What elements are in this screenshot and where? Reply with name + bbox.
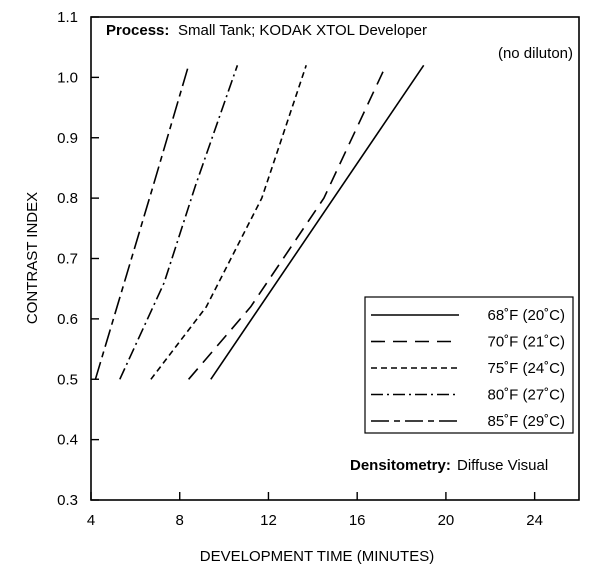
- series-line-2: [150, 65, 307, 380]
- densitometry-value: Diffuse Visual: [457, 457, 548, 474]
- y-tick-label-1: 0.4: [57, 432, 78, 449]
- series-lines: [94, 64, 425, 380]
- legend-label-4: 85˚F (29˚C): [487, 413, 565, 430]
- process-label: Process:: [106, 22, 169, 39]
- process-note: (no diluton): [498, 45, 573, 62]
- legend: 68˚F (20˚C) 70˚F (21˚C) 75˚F (24˚C) 80˚F (2…: [371, 307, 565, 430]
- y-tick-label-5: 0.8: [57, 190, 78, 207]
- y-tick-label-8: 1.1: [57, 9, 78, 26]
- legend-box: [364, 296, 574, 434]
- x-tick-label-4: 20: [438, 512, 455, 529]
- x-tick-label-2: 12: [260, 512, 277, 529]
- legend-label-1: 70˚F (21˚C): [487, 334, 565, 351]
- y-axis-title: CONTRAST INDEX: [24, 192, 41, 324]
- series-line-0: [210, 64, 425, 380]
- legend-label-0: 68˚F (20˚C): [487, 307, 565, 324]
- y-tick-label-2: 0.5: [57, 371, 78, 388]
- y-tick-label-0: 0.3: [57, 492, 78, 509]
- series-line-3: [119, 65, 239, 380]
- x-tick-label-1: 8: [176, 512, 184, 529]
- legend-label-3: 80˚F (27˚C): [487, 387, 565, 404]
- legend-label-2: 75˚F (24˚C): [487, 360, 565, 377]
- x-tick-label-0: 4: [87, 512, 95, 529]
- y-tick-label-6: 0.9: [57, 130, 78, 147]
- x-tick-label-3: 16: [349, 512, 366, 529]
- y-tick-label-7: 1.0: [57, 69, 78, 86]
- series-line-1: [187, 64, 387, 380]
- x-axis-title: DEVELOPMENT TIME (MINUTES): [200, 548, 434, 565]
- y-tick-label-4: 0.7: [57, 251, 78, 268]
- process-value: Small Tank; KODAK XTOL Developer: [178, 22, 427, 39]
- series-line-4: [94, 65, 190, 380]
- x-tick-label-5: 24: [526, 512, 543, 529]
- densitometry-label: Densitometry:: [350, 457, 451, 474]
- y-tick-label-3: 0.6: [57, 311, 78, 328]
- axis-ticks: 4 8 12 16 20 24 0.3 0.4 0.5 0.6 0.7 0.8 0.9 1.0 1.1: [57, 9, 543, 529]
